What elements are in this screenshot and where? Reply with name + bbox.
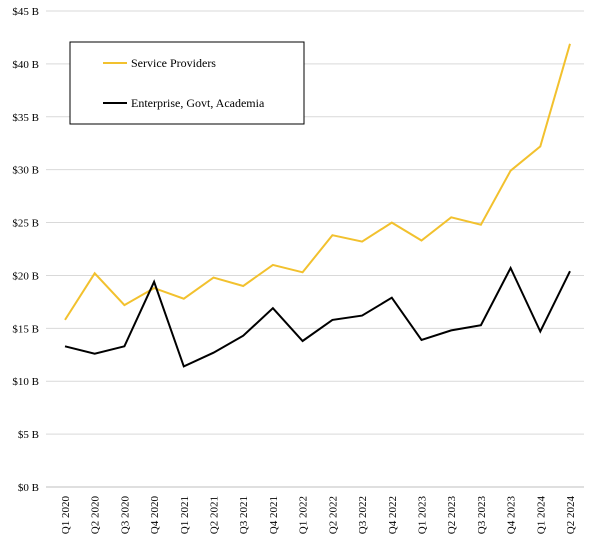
x-tick-label: Q4 2022 bbox=[387, 496, 399, 534]
x-tick-label: Q1 2024 bbox=[535, 496, 547, 535]
x-tick-label: Q1 2020 bbox=[60, 496, 72, 535]
y-tick-label: $25 B bbox=[12, 218, 39, 230]
y-tick-label: $40 B bbox=[12, 59, 39, 71]
x-tick-label: Q2 2021 bbox=[209, 496, 221, 534]
y-tick-label: $30 B bbox=[12, 165, 39, 177]
x-tick-label: Q4 2020 bbox=[149, 496, 161, 535]
x-tick-label: Q4 2021 bbox=[268, 496, 280, 534]
y-tick-label: $5 B bbox=[18, 429, 39, 441]
y-tick-label: $0 B bbox=[18, 482, 39, 494]
legend-label-service-providers: Service Providers bbox=[131, 56, 216, 70]
series-line-enterprise-govt-academia bbox=[64, 265, 571, 368]
y-tick-label: $15 B bbox=[12, 323, 39, 335]
legend-label-enterprise-govt-academia: Enterprise, Govt, Academia bbox=[131, 96, 265, 110]
x-tick-label: Q1 2022 bbox=[298, 496, 310, 534]
x-tick-label: Q3 2022 bbox=[357, 496, 369, 534]
x-tick-label: Q4 2023 bbox=[506, 496, 518, 535]
x-tick-label: Q1 2021 bbox=[179, 496, 191, 534]
series-lines bbox=[64, 43, 571, 368]
y-tick-label: $35 B bbox=[12, 112, 39, 124]
y-tick-label: $45 B bbox=[12, 6, 39, 18]
x-tick-label: Q2 2020 bbox=[90, 496, 102, 535]
x-tick-label: Q2 2024 bbox=[565, 496, 577, 535]
legend: Service Providers Enterprise, Govt, Acad… bbox=[69, 41, 305, 125]
x-tick-label: Q2 2022 bbox=[327, 496, 339, 534]
x-tick-label: Q3 2021 bbox=[238, 496, 250, 534]
y-tick-label: $10 B bbox=[12, 376, 39, 388]
x-tick-label: Q1 2023 bbox=[416, 496, 428, 535]
x-tick-label: Q3 2023 bbox=[476, 496, 488, 535]
y-tick-labels: $0 B $5 B $10 B $15 B $20 B $25 B $30 B $35 B $4… bbox=[12, 6, 39, 494]
x-tick-label: Q3 2020 bbox=[119, 496, 131, 535]
legend-box bbox=[69, 41, 305, 125]
y-tick-label: $20 B bbox=[12, 270, 39, 282]
x-tick-labels: Q1 2020 Q2 2020 Q3 2020 Q4 2020 Q1 2021 Q2 20… bbox=[60, 496, 577, 535]
x-tick-label: Q2 2023 bbox=[446, 496, 458, 535]
